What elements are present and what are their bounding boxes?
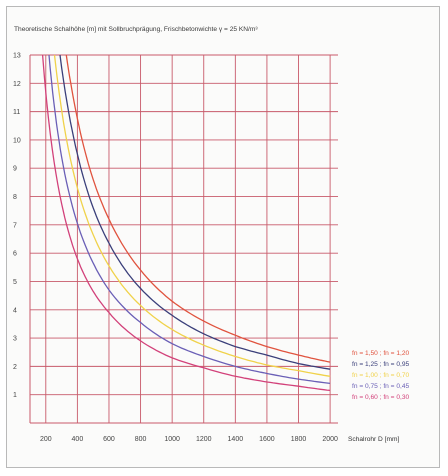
grid-lines <box>29 54 338 424</box>
series-line <box>53 54 331 377</box>
y-tick-label: 9 <box>13 166 17 173</box>
y-tick-label: 10 <box>13 137 21 144</box>
series-line <box>41 54 331 392</box>
y-tick-label: 6 <box>13 251 17 258</box>
y-tick-label: 1 <box>13 392 17 399</box>
tick-labels: 200 400 600 800 1000 1200 1400 1600 1800 20001234… <box>13 53 338 444</box>
y-tick-label: 7 <box>13 222 17 229</box>
legend-entry: fn = 1,50 ; fn = 1,20 <box>352 350 410 357</box>
x-tick-label: 400 <box>72 436 84 443</box>
y-tick-label: 5 <box>13 279 17 286</box>
y-tick-label: 4 <box>13 307 17 314</box>
legend-entry: fn = 0,60 ; fn = 0,30 <box>352 394 410 401</box>
y-tick-label: 8 <box>13 194 17 201</box>
x-tick-label: 2000 <box>322 436 338 443</box>
y-tick-label: 11 <box>13 109 20 116</box>
x-tick-label: 800 <box>135 436 147 443</box>
series-line <box>48 54 331 385</box>
data-series <box>41 54 331 392</box>
x-tick-label: 1000 <box>164 436 180 443</box>
x-tick-label: 1200 <box>196 436 212 443</box>
series-line <box>59 54 331 370</box>
legend-entry: fn = 1,25 ; fn = 0,95 <box>352 361 410 368</box>
y-tick-label: 2 <box>13 364 17 371</box>
y-tick-label: 3 <box>13 336 17 343</box>
x-tick-label: 1400 <box>228 436 244 443</box>
series-line <box>65 54 331 363</box>
x-tick-label: 600 <box>103 436 115 443</box>
x-tick-label: 200 <box>40 436 52 443</box>
x-tick-label: 1600 <box>259 436 275 443</box>
y-tick-label: 13 <box>13 53 21 60</box>
chart-title: Theoretische Schalhöhe [m] mit Sollbruch… <box>14 26 258 33</box>
x-tick-label: 1800 <box>291 436 307 443</box>
legend-entry: fn = 0,75 ; fn = 0,45 <box>352 383 410 390</box>
legend: fn = 1,50 ; fn = 1,20 fn = 1,25 ; fn = 0,… <box>352 350 410 401</box>
legend-entry: fn = 1,00 ; fn = 0,70 <box>352 372 410 379</box>
y-tick-label: 12 <box>13 81 21 88</box>
x-axis-label: Schalrohr D [mm] <box>348 436 399 443</box>
